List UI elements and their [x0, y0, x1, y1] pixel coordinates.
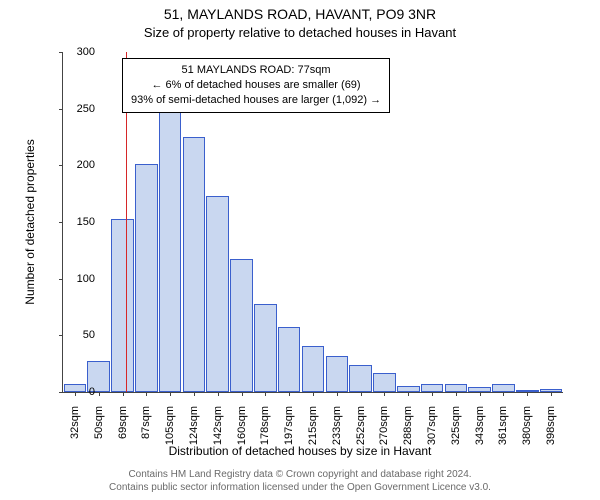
xtick-label: 233sqm: [331, 406, 343, 445]
xtick-mark: [146, 392, 147, 396]
xtick-label: 215sqm: [307, 406, 319, 445]
ytick-mark: [59, 279, 63, 280]
page-title: 51, MAYLANDS ROAD, HAVANT, PO9 3NR: [0, 0, 600, 23]
xtick-label: 325sqm: [450, 406, 462, 445]
xtick-mark: [289, 392, 290, 396]
y-axis-label: Number of detached properties: [23, 122, 37, 322]
xtick-mark: [503, 392, 504, 396]
histogram-bar: [159, 111, 182, 392]
histogram-bar: [183, 137, 206, 392]
ytick-label: 200: [77, 159, 95, 171]
ytick-label: 100: [77, 273, 95, 285]
xtick-mark: [170, 392, 171, 396]
xtick-mark: [361, 392, 362, 396]
ytick-mark: [59, 335, 63, 336]
xtick-label: 361sqm: [497, 406, 509, 445]
histogram-bar: [135, 164, 158, 392]
xtick-label: 178sqm: [259, 406, 271, 445]
footer-attribution: Contains HM Land Registry data © Crown c…: [0, 468, 600, 494]
xtick-mark: [384, 392, 385, 396]
histogram-bar: [349, 365, 372, 392]
histogram-bar: [445, 384, 468, 392]
ytick-label: 300: [77, 46, 95, 58]
xtick-label: 50sqm: [93, 406, 105, 439]
xtick-mark: [408, 392, 409, 396]
xtick-label: 252sqm: [355, 406, 367, 445]
xtick-label: 288sqm: [402, 406, 414, 445]
ytick-label: 250: [77, 103, 95, 115]
histogram-bar: [64, 384, 87, 392]
histogram-bar: [326, 356, 349, 392]
histogram-bar: [492, 384, 515, 392]
histogram-bar: [206, 196, 229, 392]
xtick-label: 142sqm: [212, 406, 224, 445]
ytick-mark: [59, 222, 63, 223]
xtick-label: 307sqm: [426, 406, 438, 445]
xtick-label: 343sqm: [474, 406, 486, 445]
xtick-mark: [75, 392, 76, 396]
xtick-label: 32sqm: [69, 406, 81, 439]
ytick-label: 50: [83, 329, 95, 341]
xtick-mark: [218, 392, 219, 396]
x-axis-label: Distribution of detached houses by size …: [0, 444, 600, 458]
histogram-bar: [230, 259, 253, 392]
xtick-label: 380sqm: [521, 406, 533, 445]
xtick-mark: [551, 392, 552, 396]
xtick-mark: [123, 392, 124, 396]
callout-line-3: 93% of semi-detached houses are larger (…: [131, 93, 381, 108]
xtick-label: 197sqm: [283, 406, 295, 445]
xtick-label: 105sqm: [164, 406, 176, 445]
xtick-label: 398sqm: [545, 406, 557, 445]
xtick-mark: [432, 392, 433, 396]
xtick-mark: [456, 392, 457, 396]
xtick-mark: [313, 392, 314, 396]
ytick-mark: [59, 52, 63, 53]
xtick-mark: [99, 392, 100, 396]
ytick-label: 150: [77, 216, 95, 228]
xtick-mark: [527, 392, 528, 396]
histogram-bar: [373, 373, 396, 392]
xtick-label: 124sqm: [188, 406, 200, 445]
histogram-bar: [254, 304, 277, 392]
ytick-mark: [59, 165, 63, 166]
ytick-label: 0: [89, 386, 95, 398]
chart-container: 51, MAYLANDS ROAD, HAVANT, PO9 3NR Size …: [0, 0, 600, 500]
xtick-mark: [337, 392, 338, 396]
ytick-mark: [59, 109, 63, 110]
page-subtitle: Size of property relative to detached ho…: [0, 23, 600, 41]
chart-area: 32sqm50sqm69sqm87sqm105sqm124sqm142sqm16…: [62, 52, 562, 392]
ytick-mark: [59, 392, 63, 393]
xtick-mark: [480, 392, 481, 396]
xtick-mark: [242, 392, 243, 396]
footer-line-2: Contains public sector information licen…: [0, 481, 600, 494]
xtick-label: 270sqm: [378, 406, 390, 445]
xtick-mark: [265, 392, 266, 396]
callout-line-2: ← 6% of detached houses are smaller (69): [131, 78, 381, 93]
footer-line-1: Contains HM Land Registry data © Crown c…: [0, 468, 600, 481]
callout-box: 51 MAYLANDS ROAD: 77sqm ← 6% of detached…: [122, 58, 390, 113]
histogram-bar: [278, 327, 301, 392]
xtick-label: 87sqm: [140, 406, 152, 439]
xtick-label: 69sqm: [117, 406, 129, 439]
histogram-bar: [302, 346, 325, 392]
histogram-bar: [111, 219, 134, 392]
xtick-mark: [194, 392, 195, 396]
histogram-bar: [421, 384, 444, 392]
callout-line-1: 51 MAYLANDS ROAD: 77sqm: [131, 63, 381, 78]
xtick-label: 160sqm: [236, 406, 248, 445]
